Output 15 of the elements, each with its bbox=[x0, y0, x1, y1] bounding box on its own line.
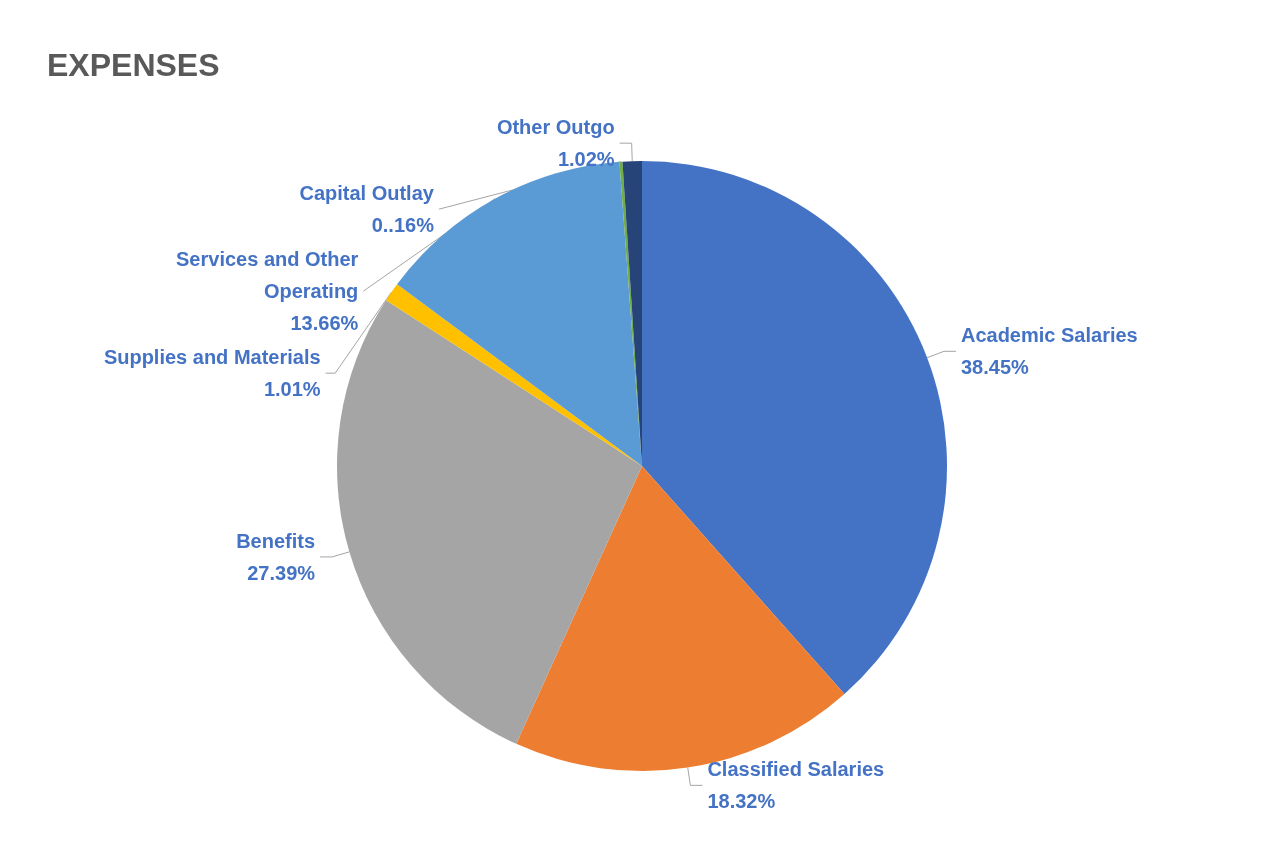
data-label: 13.66% bbox=[290, 312, 359, 335]
slice-label: Benefits bbox=[236, 529, 316, 552]
data-label: 0..16% bbox=[371, 214, 435, 237]
data-label: 38.45% bbox=[960, 356, 1029, 379]
data-label: 1.02% bbox=[557, 148, 615, 171]
slice-label: Other Outgo bbox=[496, 116, 615, 139]
slice-label: Supplies and Materials bbox=[103, 346, 321, 369]
data-label: 18.32% bbox=[707, 790, 776, 813]
chart-title: EXPENSES bbox=[47, 47, 220, 83]
data-label: 1.01% bbox=[263, 378, 321, 401]
slice-label: Services and Other Operating bbox=[176, 248, 359, 303]
slice-label: Academic Salaries bbox=[960, 324, 1138, 347]
slice-label: Classified Salaries bbox=[707, 758, 885, 781]
slice-label: Capital Outlay bbox=[299, 182, 435, 205]
data-label: 27.39% bbox=[247, 561, 316, 584]
